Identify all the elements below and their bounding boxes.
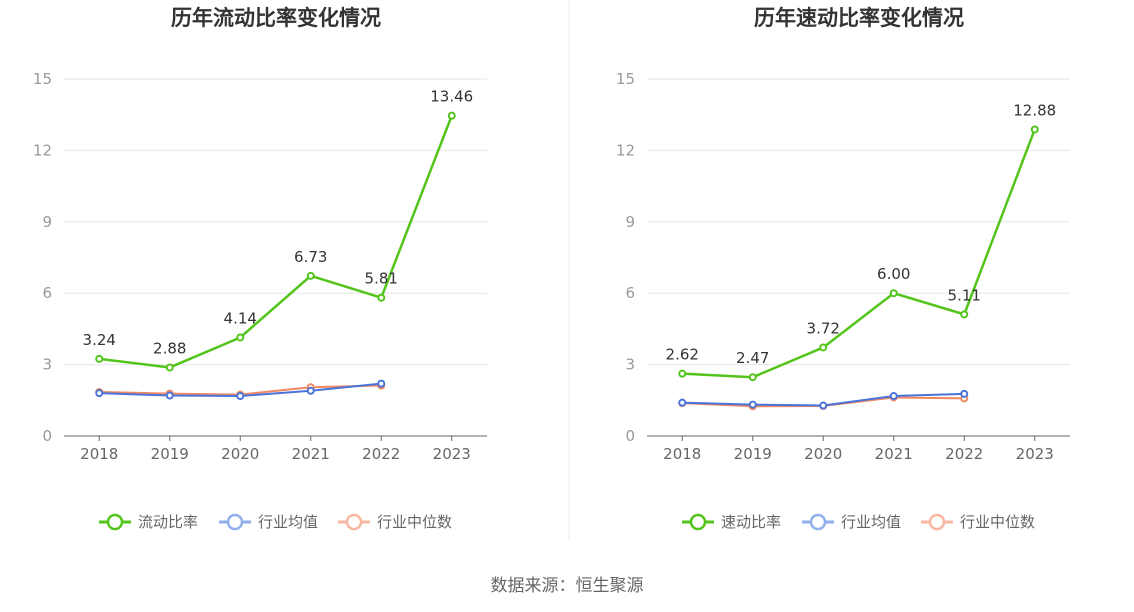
x-tick-label: 2018: [663, 445, 701, 463]
industry-average-point: [95, 389, 104, 398]
data-label: 4.14: [224, 309, 257, 327]
legend-marker-icon: [345, 513, 363, 531]
y-tick-label: 12: [616, 141, 635, 159]
quick-ratio-chart: 历年速动比率变化情况 0 3 6 9 12 15 2018 2019 2020 2021 2022 20…: [616, 6, 1070, 531]
industry-average-point: [748, 400, 757, 409]
x-tick-label: 2019: [734, 445, 772, 463]
x-tick-label: 2018: [80, 445, 118, 463]
main-series-point: [748, 373, 757, 382]
main-series-point: [819, 343, 828, 352]
y-tick-label: 6: [625, 284, 635, 302]
legend-item-industry-median[interactable]: 行业中位数: [921, 513, 1035, 531]
data-label: 2.62: [666, 346, 699, 364]
legend-marker-icon: [928, 513, 946, 531]
legend-label: 行业中位数: [377, 513, 452, 531]
main-series-point: [889, 289, 898, 298]
data-label: 12.88: [1013, 101, 1056, 119]
main-series-point: [165, 363, 174, 372]
y-tick-label: 9: [42, 213, 52, 231]
y-tick-label: 6: [42, 284, 52, 302]
legend-marker-icon: [106, 513, 124, 531]
legend-item-main-series[interactable]: 速动比率: [682, 513, 781, 531]
data-label: 3.24: [83, 331, 116, 349]
data-label: 2.47: [736, 349, 769, 367]
main-series-line: [682, 129, 1036, 379]
y-tick-label: 15: [616, 70, 635, 88]
y-tick-label: 0: [42, 427, 52, 445]
chart-title: 历年流动比率变化情况: [171, 6, 381, 30]
industry-average-point: [377, 379, 386, 388]
legend-marker-icon: [809, 513, 827, 531]
industry-average-point: [306, 386, 315, 395]
main-series-point: [377, 293, 386, 302]
main-series-point: [236, 333, 245, 342]
main-series-point: [306, 271, 315, 280]
x-tick-label: 2022: [945, 445, 983, 463]
data-label: 6.00: [877, 265, 910, 283]
main-series-line: [99, 115, 453, 369]
main-series-point: [95, 354, 104, 363]
legend-label: 速动比率: [721, 513, 781, 531]
main-series-point: [678, 369, 687, 378]
legend-item-industry-average[interactable]: 行业均值: [802, 513, 901, 531]
legend-label: 行业中位数: [960, 513, 1035, 531]
data-label: 13.46: [430, 88, 473, 106]
main-series-point: [1030, 125, 1039, 134]
current-ratio-chart: 历年流动比率变化情况 0 3 6 9 12 15 2018 2019 2020 2021 2022 20…: [33, 6, 487, 531]
legend-label: 流动比率: [138, 513, 198, 531]
main-series-point: [960, 310, 969, 319]
data-label: 2.88: [153, 339, 186, 357]
industry-average-point: [678, 398, 687, 407]
legend-item-industry-median[interactable]: 行业中位数: [338, 513, 452, 531]
industry-average-point: [889, 392, 898, 401]
y-tick-label: 12: [33, 141, 52, 159]
data-label: 3.72: [807, 319, 840, 337]
x-tick-label: 2022: [362, 445, 400, 463]
y-tick-label: 9: [625, 213, 635, 231]
data-label: 5.81: [365, 270, 398, 288]
y-tick-label: 0: [625, 427, 635, 445]
x-tick-label: 2021: [292, 445, 330, 463]
data-label: 6.73: [294, 248, 327, 266]
legend-marker-icon: [226, 513, 244, 531]
legend-label: 行业均值: [841, 513, 901, 531]
x-tick-label: 2020: [221, 445, 259, 463]
industry-average-point: [165, 391, 174, 400]
industry-average-point: [236, 392, 245, 401]
data-source-note: 数据来源：恒生聚源: [491, 576, 644, 596]
x-tick-label: 2023: [1016, 445, 1054, 463]
legend-marker-icon: [689, 513, 707, 531]
industry-average-point: [819, 401, 828, 410]
legend-item-industry-average[interactable]: 行业均值: [219, 513, 318, 531]
data-label: 5.11: [948, 286, 981, 304]
main-series-point: [447, 111, 456, 120]
legend-label: 行业均值: [258, 513, 318, 531]
x-tick-label: 2021: [875, 445, 913, 463]
y-tick-label: 3: [42, 356, 52, 374]
industry-average-point: [960, 389, 969, 398]
y-tick-label: 3: [625, 356, 635, 374]
x-tick-label: 2023: [433, 445, 471, 463]
x-tick-label: 2019: [151, 445, 189, 463]
chart-title: 历年速动比率变化情况: [754, 6, 964, 30]
y-tick-label: 15: [33, 70, 52, 88]
legend-item-main-series[interactable]: 流动比率: [99, 513, 198, 531]
x-tick-label: 2020: [804, 445, 842, 463]
